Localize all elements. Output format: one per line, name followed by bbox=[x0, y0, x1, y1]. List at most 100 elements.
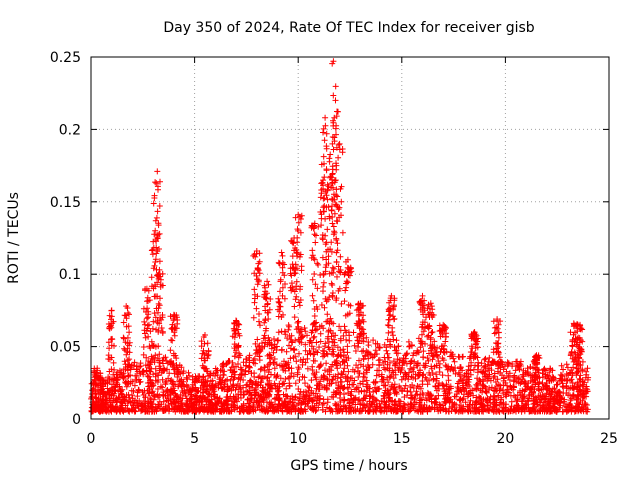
data-point bbox=[312, 239, 319, 246]
data-point bbox=[534, 359, 540, 366]
data-point bbox=[266, 361, 273, 368]
data-point bbox=[490, 318, 497, 325]
data-point bbox=[500, 390, 507, 397]
data-point bbox=[333, 166, 340, 173]
data-point bbox=[402, 355, 409, 362]
data-point bbox=[148, 403, 155, 410]
data-point bbox=[153, 180, 160, 187]
data-point bbox=[319, 401, 326, 408]
data-point bbox=[458, 402, 464, 409]
data-point bbox=[383, 408, 390, 415]
data-point bbox=[391, 344, 398, 351]
data-point bbox=[454, 384, 461, 391]
data-point bbox=[419, 321, 426, 328]
data-point bbox=[325, 296, 331, 303]
data-point bbox=[324, 311, 331, 318]
data-point bbox=[155, 300, 162, 307]
data-point bbox=[346, 399, 353, 406]
data-point bbox=[278, 314, 285, 320]
data-point bbox=[260, 389, 267, 396]
data-point bbox=[280, 380, 287, 387]
data-point bbox=[295, 407, 302, 413]
data-point bbox=[288, 408, 295, 415]
data-point bbox=[341, 298, 348, 305]
data-point bbox=[130, 402, 137, 409]
data-point bbox=[148, 247, 155, 254]
data-point bbox=[417, 344, 424, 351]
data-point bbox=[554, 381, 561, 388]
data-point bbox=[445, 372, 452, 379]
data-point bbox=[453, 393, 459, 400]
data-point bbox=[341, 358, 347, 365]
data-point bbox=[425, 332, 432, 339]
data-point bbox=[418, 340, 425, 347]
data-point bbox=[451, 358, 458, 365]
data-point bbox=[491, 330, 498, 337]
data-point bbox=[317, 378, 324, 385]
data-point bbox=[292, 270, 299, 277]
data-point bbox=[244, 396, 251, 403]
data-point bbox=[312, 358, 318, 364]
data-point bbox=[133, 377, 140, 384]
data-point bbox=[497, 399, 504, 406]
data-point bbox=[159, 282, 166, 289]
data-point bbox=[337, 337, 344, 344]
data-point bbox=[178, 383, 185, 390]
data-point bbox=[148, 283, 155, 290]
data-point bbox=[339, 149, 346, 156]
data-point bbox=[373, 403, 380, 410]
data-point bbox=[484, 377, 491, 384]
data-point bbox=[268, 385, 275, 392]
data-point bbox=[162, 354, 169, 361]
data-point bbox=[497, 386, 504, 392]
data-point bbox=[432, 383, 439, 390]
data-point bbox=[279, 284, 286, 291]
data-point bbox=[333, 249, 340, 256]
data-point bbox=[167, 391, 174, 398]
data-point bbox=[396, 402, 403, 409]
data-point bbox=[235, 394, 242, 401]
data-point bbox=[290, 354, 297, 361]
data-point bbox=[427, 347, 434, 354]
y-tick-label: 0 bbox=[72, 412, 81, 428]
data-point bbox=[171, 329, 178, 336]
data-point bbox=[495, 349, 502, 356]
data-point bbox=[292, 261, 299, 268]
data-point bbox=[150, 200, 157, 207]
data-point bbox=[478, 360, 485, 367]
data-point bbox=[550, 376, 557, 383]
data-point bbox=[150, 318, 157, 325]
data-point bbox=[547, 391, 554, 398]
data-point bbox=[317, 330, 324, 337]
data-point bbox=[125, 379, 132, 386]
data-point bbox=[398, 366, 405, 373]
data-point bbox=[289, 399, 296, 406]
data-point bbox=[576, 354, 583, 361]
data-point bbox=[150, 396, 157, 403]
data-point bbox=[412, 407, 418, 414]
data-point bbox=[503, 389, 510, 395]
data-point bbox=[297, 286, 303, 293]
data-point bbox=[291, 288, 298, 295]
data-point bbox=[349, 404, 355, 411]
data-point bbox=[318, 190, 325, 197]
data-point bbox=[196, 405, 202, 412]
data-point bbox=[335, 141, 342, 148]
data-point bbox=[279, 292, 286, 299]
data-point bbox=[488, 384, 495, 391]
data-point bbox=[308, 329, 315, 336]
data-point bbox=[262, 335, 269, 342]
data-point bbox=[363, 377, 370, 384]
data-point bbox=[524, 370, 530, 377]
data-point bbox=[288, 338, 295, 345]
data-point bbox=[219, 363, 226, 370]
data-point bbox=[108, 322, 114, 329]
data-point bbox=[333, 237, 340, 243]
data-point bbox=[309, 321, 316, 328]
data-points bbox=[88, 58, 592, 415]
data-point bbox=[433, 371, 440, 378]
data-point bbox=[328, 280, 335, 287]
data-point bbox=[570, 320, 577, 327]
data-point bbox=[336, 323, 343, 330]
data-point bbox=[282, 392, 289, 399]
